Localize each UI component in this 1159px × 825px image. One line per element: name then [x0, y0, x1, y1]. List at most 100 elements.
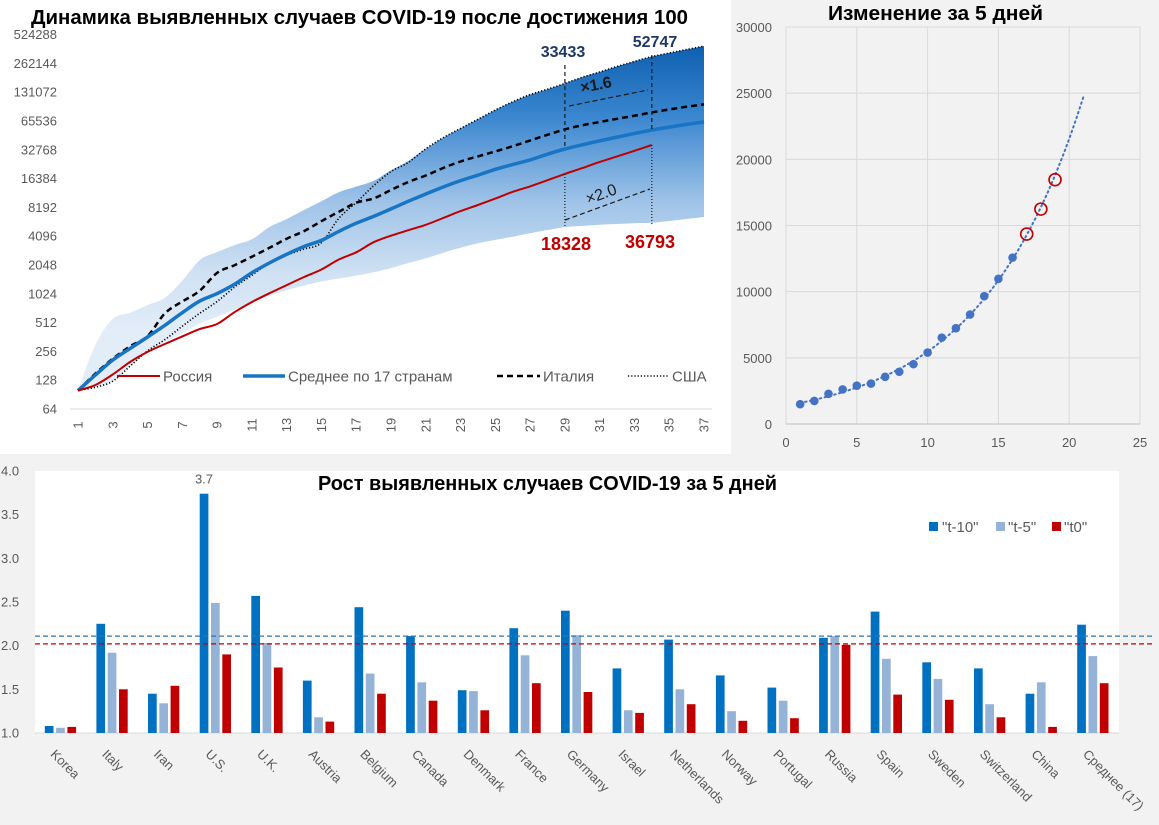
- bar: [469, 691, 478, 733]
- annotation-value-label: 52747: [633, 34, 678, 51]
- bar-group: [922, 662, 954, 733]
- category-label: Portugal: [770, 747, 815, 792]
- bar: [841, 644, 851, 733]
- bar: [56, 727, 65, 733]
- data-point: [951, 323, 961, 333]
- chart-title: Динамика выявленных случаев COVID-19 пос…: [31, 7, 688, 29]
- highlighted-point: [1034, 202, 1048, 216]
- bar-group: [561, 610, 593, 733]
- highlighted-point: [1019, 227, 1034, 241]
- y-tick-label: 15000: [736, 219, 772, 234]
- bar: [417, 682, 427, 733]
- bar-group: [664, 639, 696, 733]
- data-point: [994, 274, 1003, 284]
- chart-title: Рост выявленных случаев COVID-19 за 5 дн…: [318, 473, 777, 495]
- series-line-1: [77, 144, 653, 392]
- data-point: [866, 379, 876, 388]
- dynamics-chart: Динамика выявленных случаев COVID-19 пос…: [14, 7, 712, 432]
- bar: [509, 628, 519, 733]
- series-line-4: [77, 45, 705, 392]
- category-label: Canada: [409, 747, 452, 790]
- bar: [107, 652, 117, 733]
- y-tick-label: 20000: [736, 152, 772, 167]
- bar: [778, 700, 788, 733]
- y-tick-label: 3.5: [1, 507, 19, 522]
- x-tick-label: 23: [453, 418, 468, 432]
- bar: [406, 636, 415, 733]
- y-tick-label: 524288: [14, 27, 57, 42]
- y-tick-label: 10000: [736, 285, 772, 300]
- y-tick-label: 128: [35, 373, 57, 388]
- category-label: U.S.: [203, 747, 231, 775]
- category-label: Spain: [874, 747, 908, 781]
- bar: [1099, 683, 1109, 733]
- change-chart-panel: Изменение за 5 дней 0 5 10 15 20 25 0 5000 10000…: [732, 0, 1159, 454]
- bar-group: [1077, 624, 1109, 733]
- bar: [44, 726, 54, 733]
- data-point: [838, 385, 847, 394]
- growth-chart: Рост выявленных случаев COVID-19 за 5 дн…: [1, 464, 1153, 814]
- bar: [222, 654, 231, 733]
- x-tick-label: 9: [210, 421, 225, 428]
- chart-title: Изменение за 5 дней: [828, 3, 1043, 25]
- bar-group: [715, 675, 748, 733]
- bar: [1036, 682, 1046, 733]
- x-tick-label: 31: [592, 418, 607, 432]
- category-label: Israel: [615, 747, 648, 780]
- bar-group: [44, 726, 77, 733]
- x-tick-label: 13: [279, 418, 294, 432]
- category-label: Iran: [151, 747, 177, 773]
- y-tick-label: 3.0: [1, 551, 19, 566]
- y-tick-label: 256: [35, 344, 57, 359]
- bar: [1025, 693, 1035, 733]
- bar: [325, 721, 335, 733]
- x-tick-label: 5: [140, 421, 155, 428]
- data-point: [824, 389, 833, 399]
- x-tick-label: 27: [523, 418, 538, 432]
- dynamics-chart-panel: Динамика выявленных случаев COVID-19 пос…: [0, 0, 731, 454]
- x-tick-label: 1: [71, 421, 86, 428]
- x-tick-label: 7: [175, 421, 190, 428]
- x-tick-label: 15: [314, 418, 329, 432]
- bar: [974, 668, 983, 733]
- y-tick-label: 512: [35, 315, 57, 330]
- bar: [996, 717, 1006, 733]
- y-tick-label: 25000: [736, 86, 772, 101]
- legend-item: "t-5": [996, 519, 1036, 536]
- x-tick-label: 33: [627, 418, 642, 432]
- bar: [262, 643, 272, 733]
- x-tick-label: 37: [697, 418, 712, 432]
- bar: [944, 699, 954, 733]
- bar-group: [354, 607, 386, 733]
- y-tick-label: 262144: [14, 56, 57, 71]
- bar: [119, 689, 128, 733]
- bar: [819, 637, 828, 733]
- bar-group: [509, 628, 541, 733]
- change-chart: Изменение за 5 дней 0 5 10 15 20 25 0 5000 10000…: [736, 3, 1147, 450]
- bar: [583, 692, 593, 733]
- bar: [273, 667, 283, 733]
- bar: [767, 687, 777, 733]
- data-point: [909, 359, 918, 369]
- y-tick-label: 65536: [21, 114, 57, 129]
- annotation-value-label: 36793: [625, 232, 675, 252]
- data-point: [965, 310, 975, 319]
- x-tick-label: 15: [991, 435, 1005, 450]
- x-tick-label: 5: [853, 435, 860, 450]
- bar: [738, 720, 748, 733]
- bar: [1088, 656, 1098, 733]
- y-tick-label: 32768: [21, 142, 57, 157]
- bar: [457, 690, 467, 733]
- bar-group: [870, 611, 902, 733]
- bar: [933, 678, 943, 733]
- annotation-ratio-label: ×1.6: [579, 74, 613, 97]
- bar-group: [148, 685, 180, 733]
- bar: [302, 680, 312, 733]
- legend-label: "t-10": [942, 519, 979, 536]
- bar: [612, 668, 622, 733]
- bar: [148, 693, 157, 733]
- y-tick-label: 1024: [28, 286, 57, 301]
- y-tick-label: 5000: [743, 351, 772, 366]
- bar-group: [406, 636, 438, 733]
- category-label: Среднее (17): [1080, 747, 1147, 814]
